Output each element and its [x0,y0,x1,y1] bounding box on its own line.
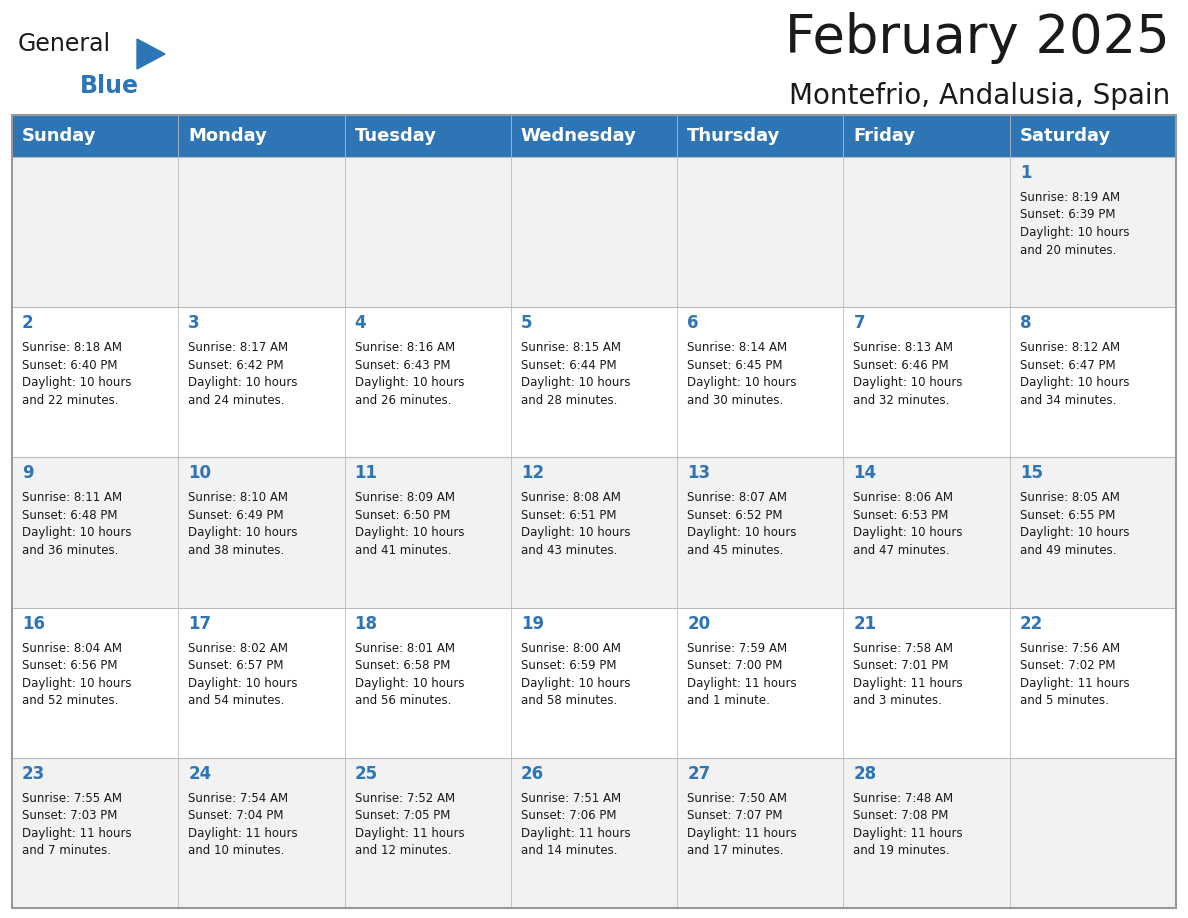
Text: Sunrise: 7:54 AM
Sunset: 7:04 PM
Daylight: 11 hours
and 10 minutes.: Sunrise: 7:54 AM Sunset: 7:04 PM Dayligh… [188,792,298,857]
Text: Friday: Friday [853,127,916,145]
Text: Sunrise: 8:06 AM
Sunset: 6:53 PM
Daylight: 10 hours
and 47 minutes.: Sunrise: 8:06 AM Sunset: 6:53 PM Dayligh… [853,491,963,557]
Text: Sunrise: 7:48 AM
Sunset: 7:08 PM
Daylight: 11 hours
and 19 minutes.: Sunrise: 7:48 AM Sunset: 7:08 PM Dayligh… [853,792,963,857]
Text: Sunrise: 8:16 AM
Sunset: 6:43 PM
Daylight: 10 hours
and 26 minutes.: Sunrise: 8:16 AM Sunset: 6:43 PM Dayligh… [354,341,465,407]
Text: 5: 5 [520,314,532,332]
Text: Sunrise: 7:59 AM
Sunset: 7:00 PM
Daylight: 11 hours
and 1 minute.: Sunrise: 7:59 AM Sunset: 7:00 PM Dayligh… [687,642,797,707]
Bar [12,757,1176,908]
Text: Saturday: Saturday [1019,127,1111,145]
Text: 16: 16 [23,614,45,633]
Text: Montefrio, Andalusia, Spain: Montefrio, Andalusia, Spain [789,82,1170,110]
Text: Sunrise: 8:13 AM
Sunset: 6:46 PM
Daylight: 10 hours
and 32 minutes.: Sunrise: 8:13 AM Sunset: 6:46 PM Dayligh… [853,341,963,407]
Text: Sunrise: 8:18 AM
Sunset: 6:40 PM
Daylight: 10 hours
and 22 minutes.: Sunrise: 8:18 AM Sunset: 6:40 PM Dayligh… [23,341,132,407]
Text: 26: 26 [520,765,544,783]
Text: 3: 3 [188,314,200,332]
Text: 9: 9 [23,465,33,482]
Text: Monday: Monday [188,127,267,145]
Polygon shape [137,39,165,69]
Text: 17: 17 [188,614,211,633]
Text: 28: 28 [853,765,877,783]
Text: Sunrise: 8:01 AM
Sunset: 6:58 PM
Daylight: 10 hours
and 56 minutes.: Sunrise: 8:01 AM Sunset: 6:58 PM Dayligh… [354,642,465,707]
Text: 1: 1 [1019,164,1031,182]
Text: Wednesday: Wednesday [520,127,637,145]
Text: Tuesday: Tuesday [354,127,436,145]
Bar [12,115,1176,157]
Text: 10: 10 [188,465,211,482]
Text: 14: 14 [853,465,877,482]
Text: February 2025: February 2025 [785,12,1170,64]
Text: Sunrise: 7:50 AM
Sunset: 7:07 PM
Daylight: 11 hours
and 17 minutes.: Sunrise: 7:50 AM Sunset: 7:07 PM Dayligh… [687,792,797,857]
Text: 20: 20 [687,614,710,633]
Text: Sunrise: 8:15 AM
Sunset: 6:44 PM
Daylight: 10 hours
and 28 minutes.: Sunrise: 8:15 AM Sunset: 6:44 PM Dayligh… [520,341,631,407]
Text: 8: 8 [1019,314,1031,332]
Text: 12: 12 [520,465,544,482]
Text: Sunrise: 8:10 AM
Sunset: 6:49 PM
Daylight: 10 hours
and 38 minutes.: Sunrise: 8:10 AM Sunset: 6:49 PM Dayligh… [188,491,298,557]
Text: 24: 24 [188,765,211,783]
Text: 19: 19 [520,614,544,633]
Text: Sunrise: 8:14 AM
Sunset: 6:45 PM
Daylight: 10 hours
and 30 minutes.: Sunrise: 8:14 AM Sunset: 6:45 PM Dayligh… [687,341,797,407]
Text: Sunrise: 8:02 AM
Sunset: 6:57 PM
Daylight: 10 hours
and 54 minutes.: Sunrise: 8:02 AM Sunset: 6:57 PM Dayligh… [188,642,298,707]
Text: 2: 2 [23,314,33,332]
Text: Sunrise: 8:08 AM
Sunset: 6:51 PM
Daylight: 10 hours
and 43 minutes.: Sunrise: 8:08 AM Sunset: 6:51 PM Dayligh… [520,491,631,557]
Text: 13: 13 [687,465,710,482]
Text: 25: 25 [354,765,378,783]
Text: 6: 6 [687,314,699,332]
Text: 11: 11 [354,465,378,482]
Text: 22: 22 [1019,614,1043,633]
Text: Sunrise: 8:00 AM
Sunset: 6:59 PM
Daylight: 10 hours
and 58 minutes.: Sunrise: 8:00 AM Sunset: 6:59 PM Dayligh… [520,642,631,707]
Text: Sunrise: 7:52 AM
Sunset: 7:05 PM
Daylight: 11 hours
and 12 minutes.: Sunrise: 7:52 AM Sunset: 7:05 PM Dayligh… [354,792,465,857]
Text: Sunrise: 8:12 AM
Sunset: 6:47 PM
Daylight: 10 hours
and 34 minutes.: Sunrise: 8:12 AM Sunset: 6:47 PM Dayligh… [1019,341,1130,407]
Text: 18: 18 [354,614,378,633]
Bar [12,115,1176,908]
Text: General: General [18,32,112,56]
Text: Sunrise: 7:56 AM
Sunset: 7:02 PM
Daylight: 11 hours
and 5 minutes.: Sunrise: 7:56 AM Sunset: 7:02 PM Dayligh… [1019,642,1130,707]
Text: 21: 21 [853,614,877,633]
Text: 7: 7 [853,314,865,332]
Text: Sunrise: 8:17 AM
Sunset: 6:42 PM
Daylight: 10 hours
and 24 minutes.: Sunrise: 8:17 AM Sunset: 6:42 PM Dayligh… [188,341,298,407]
Text: Sunrise: 7:58 AM
Sunset: 7:01 PM
Daylight: 11 hours
and 3 minutes.: Sunrise: 7:58 AM Sunset: 7:01 PM Dayligh… [853,642,963,707]
Text: 15: 15 [1019,465,1043,482]
Bar [12,608,1176,757]
Text: 27: 27 [687,765,710,783]
Text: Sunrise: 8:19 AM
Sunset: 6:39 PM
Daylight: 10 hours
and 20 minutes.: Sunrise: 8:19 AM Sunset: 6:39 PM Dayligh… [1019,191,1130,256]
Text: Sunrise: 8:11 AM
Sunset: 6:48 PM
Daylight: 10 hours
and 36 minutes.: Sunrise: 8:11 AM Sunset: 6:48 PM Dayligh… [23,491,132,557]
Bar [12,308,1176,457]
Text: 23: 23 [23,765,45,783]
Text: Sunrise: 8:04 AM
Sunset: 6:56 PM
Daylight: 10 hours
and 52 minutes.: Sunrise: 8:04 AM Sunset: 6:56 PM Dayligh… [23,642,132,707]
Text: 4: 4 [354,314,366,332]
Text: Sunrise: 8:09 AM
Sunset: 6:50 PM
Daylight: 10 hours
and 41 minutes.: Sunrise: 8:09 AM Sunset: 6:50 PM Dayligh… [354,491,465,557]
Text: Sunrise: 7:51 AM
Sunset: 7:06 PM
Daylight: 11 hours
and 14 minutes.: Sunrise: 7:51 AM Sunset: 7:06 PM Dayligh… [520,792,631,857]
Text: Sunday: Sunday [23,127,96,145]
Bar [12,457,1176,608]
Bar [12,157,1176,308]
Text: Thursday: Thursday [687,127,781,145]
Text: Sunrise: 8:05 AM
Sunset: 6:55 PM
Daylight: 10 hours
and 49 minutes.: Sunrise: 8:05 AM Sunset: 6:55 PM Dayligh… [1019,491,1130,557]
Text: Blue: Blue [80,74,139,98]
Text: Sunrise: 8:07 AM
Sunset: 6:52 PM
Daylight: 10 hours
and 45 minutes.: Sunrise: 8:07 AM Sunset: 6:52 PM Dayligh… [687,491,797,557]
Text: Sunrise: 7:55 AM
Sunset: 7:03 PM
Daylight: 11 hours
and 7 minutes.: Sunrise: 7:55 AM Sunset: 7:03 PM Dayligh… [23,792,132,857]
